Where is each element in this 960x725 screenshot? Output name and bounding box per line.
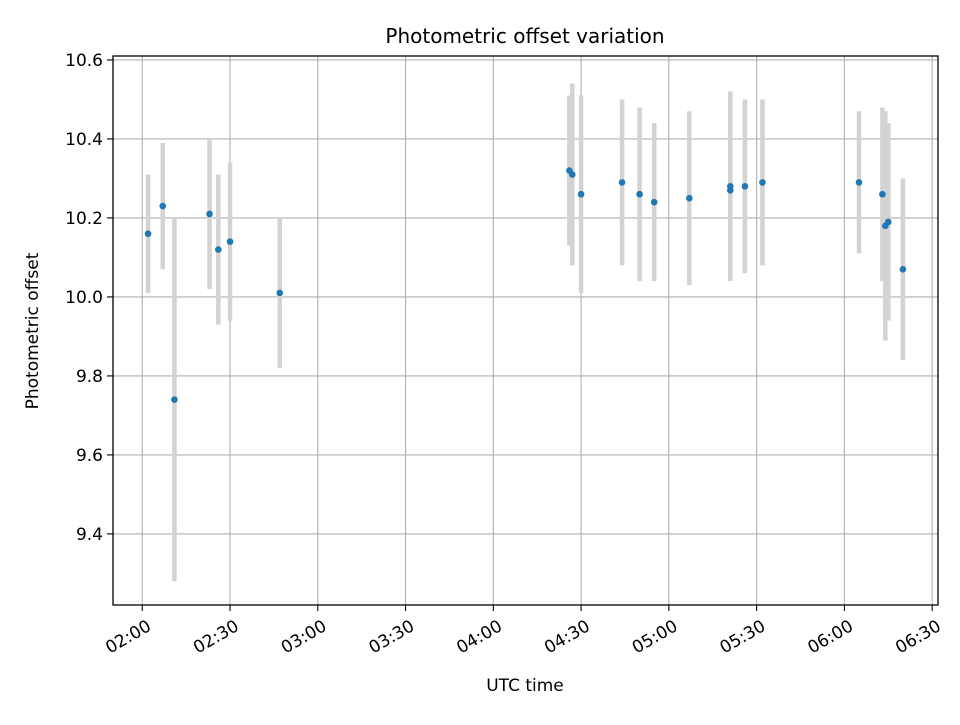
data-point [686, 194, 693, 202]
data-point [899, 265, 907, 273]
plot-frame [112, 55, 939, 606]
data-point [226, 238, 234, 245]
y-tick-label: 9.4 [76, 525, 103, 545]
data-point [759, 179, 766, 186]
data-point [159, 202, 167, 210]
data-point [569, 171, 576, 178]
y-tick-label: 9.6 [76, 446, 103, 466]
data-point [650, 198, 658, 206]
y-tick-label: 10.0 [65, 288, 103, 308]
data-points [144, 167, 907, 403]
data-point [726, 183, 734, 190]
y-axis-ticks: 9.4 9.6 9.8 10.0 10.2 10.4 10.6 [65, 51, 113, 545]
data-point [741, 183, 749, 190]
data-point [577, 190, 585, 198]
data-point [171, 396, 178, 403]
data-point [855, 179, 863, 186]
data-point [206, 210, 213, 218]
data-point [636, 190, 643, 198]
data-point [884, 218, 892, 226]
data-point [144, 230, 152, 238]
x-axis-label: UTC time [486, 676, 564, 696]
data-point [215, 246, 222, 253]
y-tick-label: 10.2 [65, 209, 103, 229]
data-point [618, 179, 626, 186]
y-axis-label: Photometric offset [23, 252, 43, 409]
y-tick-label: 9.8 [76, 367, 103, 387]
data-point [879, 190, 886, 198]
data-point [276, 289, 284, 297]
y-tick-label: 10.4 [65, 130, 103, 150]
chart-title: Photometric offset variation [385, 24, 664, 48]
y-tick-label: 10.6 [65, 51, 103, 71]
